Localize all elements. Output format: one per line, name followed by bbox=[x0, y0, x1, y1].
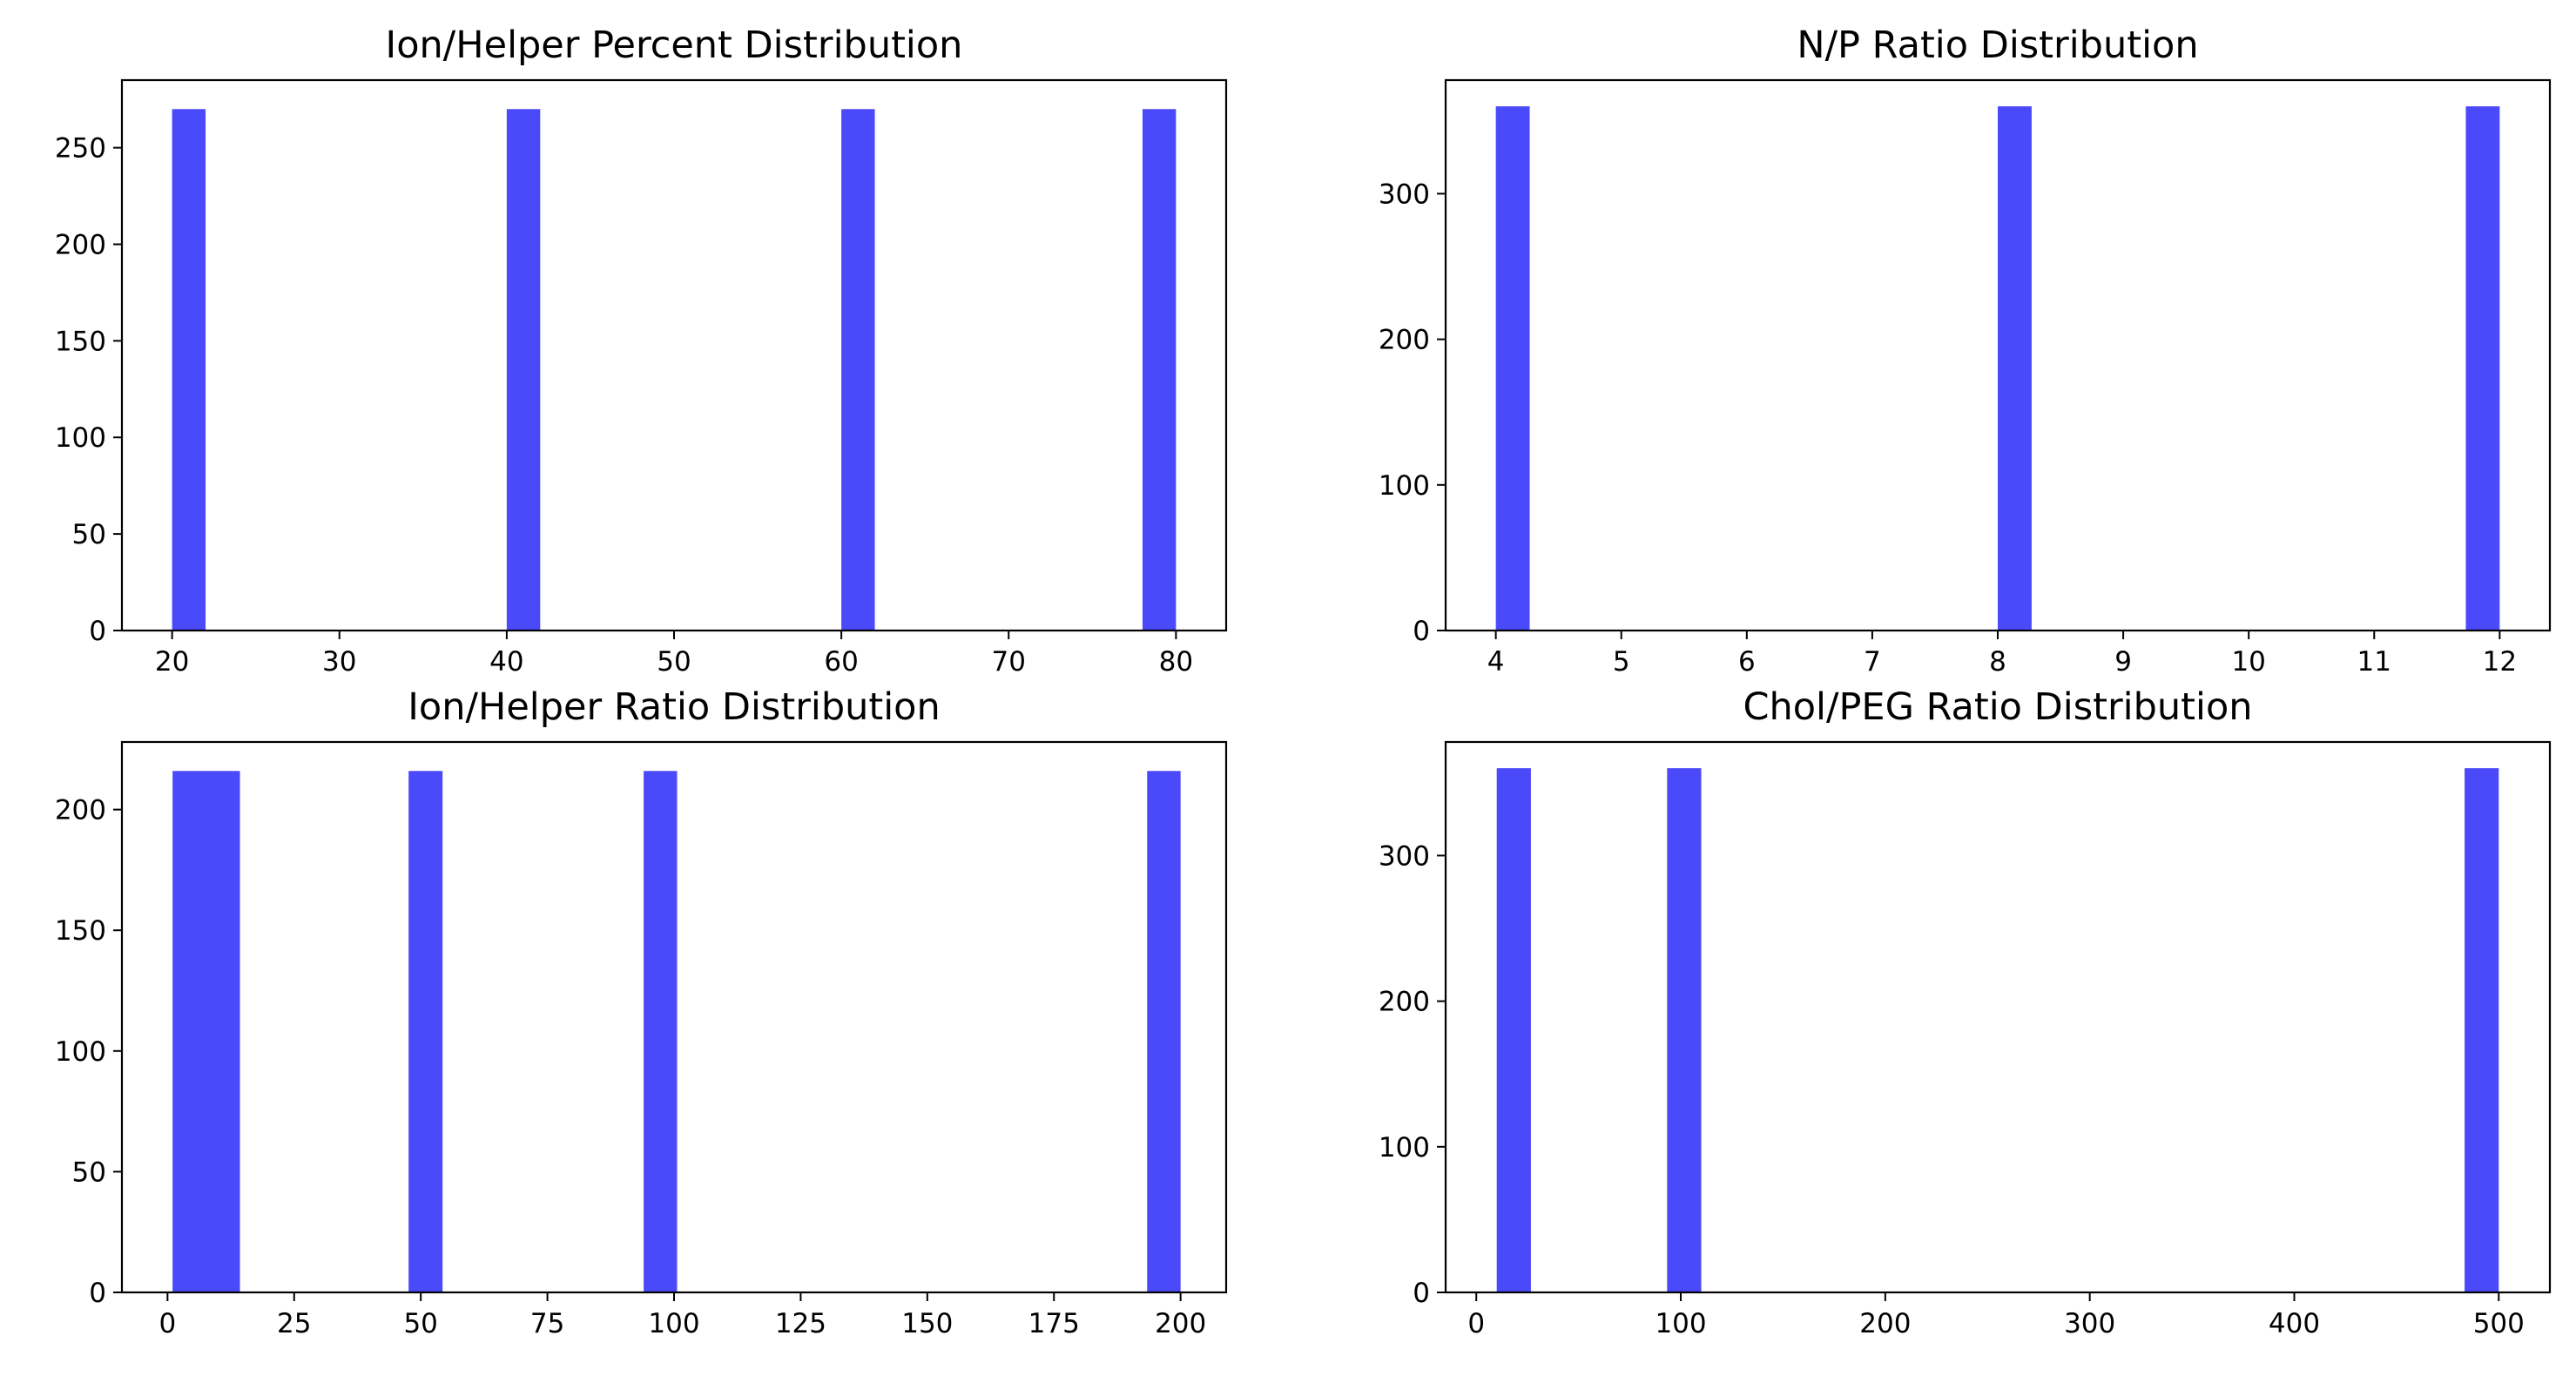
y-tick-label: 200 bbox=[55, 229, 106, 260]
x-tick-label: 50 bbox=[403, 1308, 437, 1339]
x-tick-label: 400 bbox=[2269, 1308, 2320, 1339]
y-tick-label: 150 bbox=[55, 326, 106, 357]
histogram-bar bbox=[1496, 768, 1531, 1292]
subplot-title: Ion/Helper Percent Distribution bbox=[386, 24, 963, 67]
y-tick-label: 0 bbox=[89, 1278, 106, 1309]
x-tick-label: 0 bbox=[158, 1308, 176, 1339]
subplot-title: N/P Ratio Distribution bbox=[1797, 24, 2198, 67]
x-tick-label: 80 bbox=[1159, 646, 1193, 678]
histogram-bar bbox=[644, 771, 678, 1292]
x-tick-label: 200 bbox=[1155, 1308, 1206, 1339]
y-tick-label: 50 bbox=[72, 519, 106, 550]
y-tick-label: 150 bbox=[55, 915, 106, 947]
x-tick-label: 200 bbox=[1859, 1308, 1911, 1339]
y-tick-label: 0 bbox=[1413, 1278, 1430, 1309]
y-tick-label: 200 bbox=[55, 795, 106, 826]
y-tick-label: 50 bbox=[72, 1157, 106, 1188]
x-tick-label: 12 bbox=[2483, 646, 2517, 678]
x-tick-label: 20 bbox=[155, 646, 189, 678]
x-tick-label: 0 bbox=[1467, 1308, 1485, 1339]
subplot-2: 4 5 6 7 8 9 10 11 12 0 100 200 300 N/P Ratio Distribu… bbox=[1379, 24, 2552, 678]
histogram-bar bbox=[172, 771, 240, 1292]
histogram-bar bbox=[506, 109, 541, 631]
histogram-bar bbox=[1142, 109, 1177, 631]
x-tick-label: 50 bbox=[657, 646, 691, 678]
axes-frame bbox=[120, 78, 1228, 632]
x-tick-label: 4 bbox=[1487, 646, 1505, 678]
x-tick-label: 60 bbox=[824, 646, 858, 678]
subplot-3: 0 25 50 75 100 125 150 175 200 0 50 100 150 200 Ion/He… bbox=[55, 685, 1228, 1339]
subplot-title: Ion/Helper Ratio Distribution bbox=[408, 685, 941, 729]
histogram-bar bbox=[1667, 768, 1702, 1292]
y-tick-label: 100 bbox=[1379, 470, 1430, 502]
subplot-title: Chol/PEG Ratio Distribution bbox=[1743, 685, 2252, 729]
x-tick-label: 100 bbox=[648, 1308, 699, 1339]
y-tick-label: 100 bbox=[55, 422, 106, 454]
x-tick-label: 300 bbox=[2064, 1308, 2115, 1339]
y-tick-label: 100 bbox=[55, 1036, 106, 1068]
x-tick-label: 40 bbox=[489, 646, 523, 678]
y-tick-label: 200 bbox=[1379, 325, 1430, 356]
histogram-bar bbox=[408, 771, 443, 1292]
x-tick-label: 175 bbox=[1028, 1308, 1080, 1339]
x-tick-label: 70 bbox=[992, 646, 1026, 678]
x-tick-label: 8 bbox=[1989, 646, 2006, 678]
histogram-bar bbox=[1998, 106, 2032, 631]
x-tick-label: 9 bbox=[2114, 646, 2132, 678]
subplot-4: 0 100 200 300 400 500 0 100 200 300 Chol/PEG Ratio… bbox=[1379, 685, 2552, 1339]
y-tick-label: 0 bbox=[89, 616, 106, 647]
histogram-bar bbox=[1147, 771, 1181, 1292]
x-tick-label: 125 bbox=[775, 1308, 826, 1339]
histogram-bar bbox=[2465, 106, 2500, 631]
x-tick-label: 7 bbox=[1864, 646, 1881, 678]
y-tick-label: 200 bbox=[1379, 987, 1430, 1018]
subplot-1: 20 30 40 50 60 70 80 0 50 100 150 200 250 Ion/Helper … bbox=[55, 24, 1228, 678]
y-tick-label: 300 bbox=[1379, 840, 1430, 872]
histogram-bar bbox=[1495, 106, 1530, 631]
axes-frame bbox=[1444, 740, 2552, 1294]
x-tick-label: 5 bbox=[1613, 646, 1630, 678]
x-tick-label: 30 bbox=[322, 646, 356, 678]
histogram-bar bbox=[841, 109, 875, 631]
x-tick-label: 500 bbox=[2473, 1308, 2525, 1339]
y-tick-label: 250 bbox=[55, 133, 106, 165]
x-tick-label: 150 bbox=[901, 1308, 953, 1339]
y-tick-label: 100 bbox=[1379, 1132, 1430, 1164]
histogram-bar bbox=[2465, 768, 2499, 1292]
y-tick-label: 300 bbox=[1379, 179, 1430, 210]
x-tick-label: 11 bbox=[2357, 646, 2391, 678]
histogram-bar bbox=[172, 109, 206, 631]
x-tick-label: 75 bbox=[530, 1308, 564, 1339]
x-tick-label: 100 bbox=[1655, 1308, 1706, 1339]
y-tick-label: 0 bbox=[1413, 616, 1430, 647]
x-tick-label: 25 bbox=[277, 1308, 311, 1339]
x-tick-label: 6 bbox=[1738, 646, 1756, 678]
x-tick-label: 10 bbox=[2231, 646, 2265, 678]
